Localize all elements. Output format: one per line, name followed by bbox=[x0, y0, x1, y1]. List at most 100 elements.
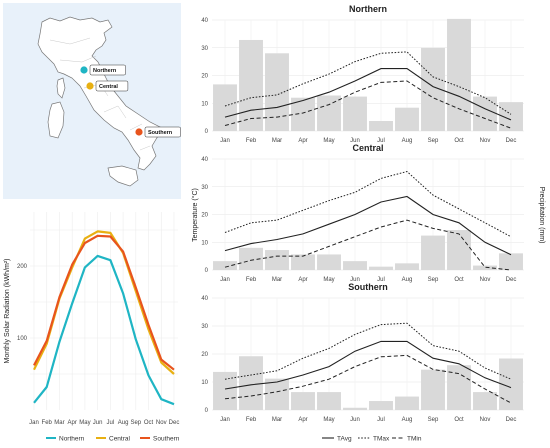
precipitation-bar-jan bbox=[213, 261, 237, 270]
precipitation-bar-dec bbox=[499, 253, 523, 270]
panel-xtick-label: Aug bbox=[402, 417, 413, 423]
panel-xtick-label: Jun bbox=[350, 277, 360, 283]
temp-ytick-label: 30 bbox=[201, 185, 208, 191]
panel-xtick-label: Jul bbox=[377, 277, 385, 283]
map-panel: Northern Central Southern bbox=[3, 3, 181, 199]
solar-xtick-label: Oct bbox=[144, 420, 154, 426]
precipitation-bar-apr bbox=[291, 97, 315, 131]
temp-ytick-label: 30 bbox=[201, 324, 208, 330]
panel-xtick-label: Feb bbox=[246, 138, 257, 144]
precipitation-bar-may bbox=[317, 95, 341, 131]
solar-ytick-label: 100 bbox=[17, 336, 28, 342]
precipitation-bar-sep bbox=[421, 235, 445, 270]
temp-ytick-label: 0 bbox=[205, 129, 209, 135]
map-label-box-southern bbox=[144, 126, 181, 138]
solar-legend-label-northern: Northern bbox=[59, 436, 85, 443]
panel-xtick-label: May bbox=[323, 138, 334, 144]
precipitation-bar-sep bbox=[421, 47, 445, 131]
temp-legend-label-tmax: TMax bbox=[373, 436, 390, 443]
panel-title: Northern bbox=[349, 4, 387, 14]
panel-xtick-label: Oct bbox=[454, 417, 464, 423]
map-marker-northern bbox=[80, 66, 88, 74]
panel-xtick-label: Jul bbox=[377, 138, 385, 144]
precipitation-bar-apr bbox=[291, 254, 315, 270]
precipitation-bar-aug bbox=[395, 107, 419, 131]
map-marker-central bbox=[86, 82, 94, 90]
temp-ytick-label: 20 bbox=[201, 213, 208, 219]
temp-ytick-label: 40 bbox=[201, 157, 208, 163]
precipitation-bar-nov bbox=[473, 96, 497, 131]
precipitation-bar-mar bbox=[265, 53, 289, 131]
panel-xtick-label: Dec bbox=[506, 277, 517, 283]
panel-xtick-label: Sep bbox=[428, 138, 439, 144]
precipitation-bar-mar bbox=[265, 378, 289, 410]
temp-ytick-label: 0 bbox=[205, 408, 209, 414]
panel-xtick-label: Feb bbox=[246, 417, 257, 423]
panel-xtick-label: Apr bbox=[298, 277, 307, 283]
solar-xtick-label: Aug bbox=[118, 420, 129, 426]
solar-xtick-label: Sep bbox=[130, 420, 141, 426]
solar-radiation-chart: 100 200 Jan Feb Mar Apr May Jun Jul Aug Sep Oct Nov D… bbox=[4, 212, 179, 426]
panel-xtick-label: Dec bbox=[506, 417, 517, 423]
precipitation-bar-may bbox=[317, 392, 341, 410]
precipitation-bar-aug bbox=[395, 263, 419, 270]
temp-ytick-label: 40 bbox=[201, 18, 208, 24]
panel-xtick-label: Apr bbox=[298, 138, 307, 144]
temp-ytick-label: 30 bbox=[201, 46, 208, 52]
precipitation-bar-jul bbox=[369, 121, 393, 131]
panel-xtick-label: Apr bbox=[298, 417, 307, 423]
solar-legend-label-central: Central bbox=[109, 436, 131, 443]
precipitation-bar-jul bbox=[369, 401, 393, 410]
panel-xtick-label: Jan bbox=[220, 417, 230, 423]
temperature-axis-label: Temperature (°C) bbox=[191, 188, 199, 242]
precipitation-bar-jun bbox=[343, 96, 367, 131]
panel-xtick-label: Feb bbox=[246, 277, 257, 283]
panel-xtick-label: Mar bbox=[272, 277, 282, 283]
solar-xtick-label: Jun bbox=[93, 420, 103, 426]
temp-ytick-label: 20 bbox=[201, 352, 208, 358]
panel-xtick-label: Nov bbox=[480, 138, 491, 144]
map-label-box-northern bbox=[89, 64, 126, 76]
panel-xtick-label: Mar bbox=[272, 417, 282, 423]
solar-series-central bbox=[33, 230, 175, 375]
solar-xtick-label: May bbox=[79, 420, 90, 426]
panel-xtick-label: Jul bbox=[377, 417, 385, 423]
panel-xtick-label: Nov bbox=[480, 277, 491, 283]
temp-series-tmax bbox=[224, 170, 512, 238]
panel-xtick-label: Jun bbox=[350, 417, 360, 423]
panel-xtick-label: May bbox=[323, 277, 334, 283]
solar-series-northern bbox=[33, 254, 175, 406]
precipitation-bar-oct bbox=[447, 365, 471, 410]
precipitation-bar-nov bbox=[473, 265, 497, 270]
solar-series-southern bbox=[33, 234, 175, 371]
panel-xtick-label: Sep bbox=[428, 277, 439, 283]
precipitation-bar-jan bbox=[213, 371, 237, 410]
solar-ytick-label: 200 bbox=[17, 264, 28, 270]
temp-ytick-label: 0 bbox=[205, 268, 209, 274]
sicily-shape bbox=[107, 165, 139, 187]
temp-ytick-label: 10 bbox=[201, 101, 208, 107]
temp-series-tavg bbox=[224, 195, 512, 256]
precipitation-bar-feb bbox=[239, 356, 263, 410]
panel-xtick-label: Mar bbox=[272, 138, 282, 144]
precipitation-bar-nov bbox=[473, 392, 497, 410]
temp-ytick-label: 40 bbox=[201, 296, 208, 302]
solar-xtick-label: Dec bbox=[169, 420, 180, 426]
precipitation-bar-feb bbox=[239, 247, 263, 270]
panel-xtick-label: Jan bbox=[220, 138, 230, 144]
panel-xtick-label: Aug bbox=[402, 277, 413, 283]
precipitation-bar-aug bbox=[395, 396, 419, 410]
solar-ylabel: Monthly Solar Radiation (kWh/m²) bbox=[4, 258, 11, 363]
map-label-box-central bbox=[95, 80, 129, 92]
map-label-northern: Northern bbox=[93, 68, 117, 74]
corsica-shape bbox=[56, 77, 66, 99]
precipitation-bar-jun bbox=[343, 261, 367, 270]
precipitation-bar-apr bbox=[291, 392, 315, 410]
solar-xtick-label: Jan bbox=[29, 420, 39, 426]
solar-xtick-label: Jul bbox=[107, 420, 115, 426]
precipitation-bar-may bbox=[317, 254, 341, 270]
panel-xtick-label: Jan bbox=[220, 277, 230, 283]
temp-ytick-label: 20 bbox=[201, 74, 208, 80]
climate-panel-southern: Southern 0 10 20 30 40 Jan Feb Mar Apr May Jun Jul Au… bbox=[201, 282, 524, 423]
